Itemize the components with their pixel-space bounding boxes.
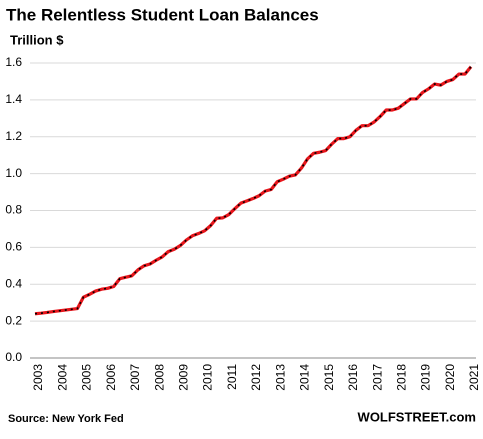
brand: WOLFSTREET.com (358, 409, 476, 424)
x-tick-label: 2010 (201, 364, 215, 391)
x-tick-label: 2018 (395, 364, 409, 391)
x-tick-label: 2021 (467, 364, 481, 391)
y-tick-label: 0.2 (5, 313, 22, 327)
y-tick-label: 1.2 (5, 129, 22, 143)
x-tick-label: 2014 (298, 364, 312, 391)
x-tick-label: 2011 (225, 364, 239, 390)
x-tick-label: 2019 (419, 364, 433, 391)
x-tick-label: 2020 (443, 364, 457, 391)
x-tick-label: 2009 (177, 364, 191, 391)
y-tick-label: 0.8 (5, 203, 22, 217)
series-line (34, 65, 473, 316)
chart-title: The Relentless Student Loan Balances (6, 5, 319, 24)
y-tick-label: 1.4 (5, 92, 22, 106)
x-tick-label: 2015 (322, 364, 336, 391)
y-tick-label: 1.6 (5, 55, 22, 69)
y-tick-label: 1.0 (5, 166, 22, 180)
x-tick-label: 2003 (31, 364, 45, 391)
x-tick-label: 2006 (104, 364, 118, 391)
x-tick-label: 2016 (346, 364, 360, 391)
x-tick-label: 2012 (249, 364, 263, 391)
x-tick-label: 2005 (80, 364, 94, 391)
source: Source: New York Fed (8, 413, 124, 425)
x-tick-label: 2007 (128, 364, 142, 391)
y-tick-label: 0.4 (5, 276, 22, 290)
x-tick-label: 2008 (152, 364, 166, 391)
y-tick-label: 0.6 (5, 240, 22, 254)
x-tick-label: 2017 (370, 364, 384, 391)
x-tick-label: 2013 (273, 364, 287, 391)
y-tick-label: 0.0 (5, 350, 22, 364)
chart-subtitle: Trillion $ (10, 32, 64, 47)
x-tick-label: 2004 (55, 364, 69, 391)
